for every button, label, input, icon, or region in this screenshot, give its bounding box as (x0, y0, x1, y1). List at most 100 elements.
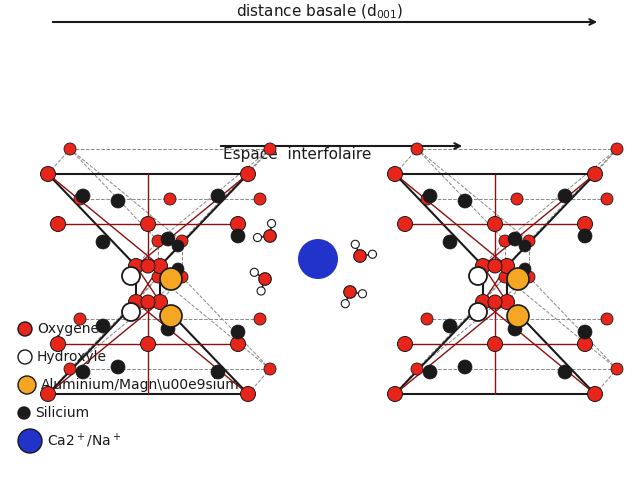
Circle shape (611, 143, 623, 155)
Circle shape (611, 363, 623, 375)
Text: Aluminium/Magn\u00e9sium: Aluminium/Magn\u00e9sium (41, 378, 240, 392)
Circle shape (152, 235, 164, 247)
Circle shape (488, 259, 502, 273)
Circle shape (488, 216, 502, 231)
Circle shape (240, 166, 256, 182)
Circle shape (343, 286, 356, 298)
Circle shape (411, 363, 423, 375)
Circle shape (578, 229, 592, 243)
Circle shape (253, 233, 261, 242)
Circle shape (211, 365, 225, 379)
Circle shape (231, 229, 245, 243)
Circle shape (76, 189, 90, 203)
Circle shape (176, 235, 188, 247)
Circle shape (523, 235, 535, 247)
Circle shape (354, 250, 366, 262)
Circle shape (240, 387, 256, 402)
Circle shape (411, 143, 423, 155)
Circle shape (368, 250, 377, 258)
Circle shape (588, 387, 602, 402)
Circle shape (96, 319, 110, 333)
Circle shape (511, 313, 523, 325)
Circle shape (387, 387, 403, 402)
Circle shape (351, 240, 359, 248)
Circle shape (507, 268, 529, 290)
Circle shape (488, 295, 502, 309)
Circle shape (264, 363, 276, 375)
Circle shape (160, 305, 182, 327)
Circle shape (257, 287, 265, 295)
Circle shape (211, 189, 225, 203)
Circle shape (558, 189, 572, 203)
Circle shape (398, 336, 413, 351)
Circle shape (64, 143, 76, 155)
Circle shape (250, 268, 258, 276)
Circle shape (74, 193, 86, 205)
Circle shape (164, 193, 176, 205)
Circle shape (423, 189, 437, 203)
Circle shape (421, 313, 433, 325)
Circle shape (476, 294, 490, 309)
Text: Silicium: Silicium (35, 406, 89, 420)
Circle shape (588, 166, 602, 182)
Circle shape (577, 216, 593, 231)
Circle shape (141, 336, 155, 351)
Circle shape (111, 194, 125, 208)
Circle shape (507, 305, 529, 327)
Circle shape (161, 232, 175, 246)
Circle shape (601, 313, 613, 325)
Circle shape (141, 295, 155, 309)
Circle shape (254, 193, 266, 205)
Circle shape (443, 319, 457, 333)
Circle shape (421, 193, 433, 205)
Circle shape (499, 271, 511, 283)
Circle shape (423, 365, 437, 379)
Circle shape (601, 193, 613, 205)
Circle shape (499, 235, 511, 247)
Circle shape (153, 258, 167, 273)
Circle shape (176, 271, 188, 283)
Circle shape (96, 235, 110, 249)
Circle shape (122, 267, 140, 285)
Circle shape (558, 365, 572, 379)
Circle shape (41, 387, 55, 402)
Circle shape (499, 294, 515, 309)
Circle shape (523, 271, 535, 283)
Circle shape (18, 350, 32, 364)
Circle shape (122, 303, 140, 321)
Circle shape (458, 360, 472, 374)
Circle shape (161, 322, 175, 336)
Circle shape (50, 216, 66, 231)
Circle shape (74, 313, 86, 325)
Circle shape (508, 232, 522, 246)
Circle shape (128, 258, 144, 273)
Circle shape (111, 360, 125, 374)
Circle shape (141, 259, 155, 273)
Text: Espace  interfolaire: Espace interfolaire (223, 147, 371, 162)
Circle shape (18, 429, 42, 453)
Circle shape (488, 336, 502, 351)
Circle shape (458, 194, 472, 208)
Circle shape (230, 336, 245, 351)
Circle shape (18, 322, 32, 336)
Circle shape (499, 258, 515, 273)
Circle shape (298, 239, 338, 279)
Circle shape (230, 216, 245, 231)
Circle shape (152, 271, 164, 283)
Text: distance basale (d$_{001}$): distance basale (d$_{001}$) (237, 2, 404, 21)
Circle shape (259, 272, 272, 285)
Circle shape (64, 363, 76, 375)
Circle shape (264, 230, 276, 242)
Circle shape (469, 267, 487, 285)
Circle shape (164, 313, 176, 325)
Circle shape (254, 313, 266, 325)
Circle shape (76, 365, 90, 379)
Circle shape (342, 300, 349, 308)
Circle shape (41, 166, 55, 182)
Circle shape (172, 240, 184, 252)
Circle shape (443, 235, 457, 249)
Circle shape (18, 407, 30, 419)
Circle shape (128, 294, 144, 309)
Circle shape (160, 268, 182, 290)
Text: Ca2$^+$/Na$^+$: Ca2$^+$/Na$^+$ (47, 432, 121, 450)
